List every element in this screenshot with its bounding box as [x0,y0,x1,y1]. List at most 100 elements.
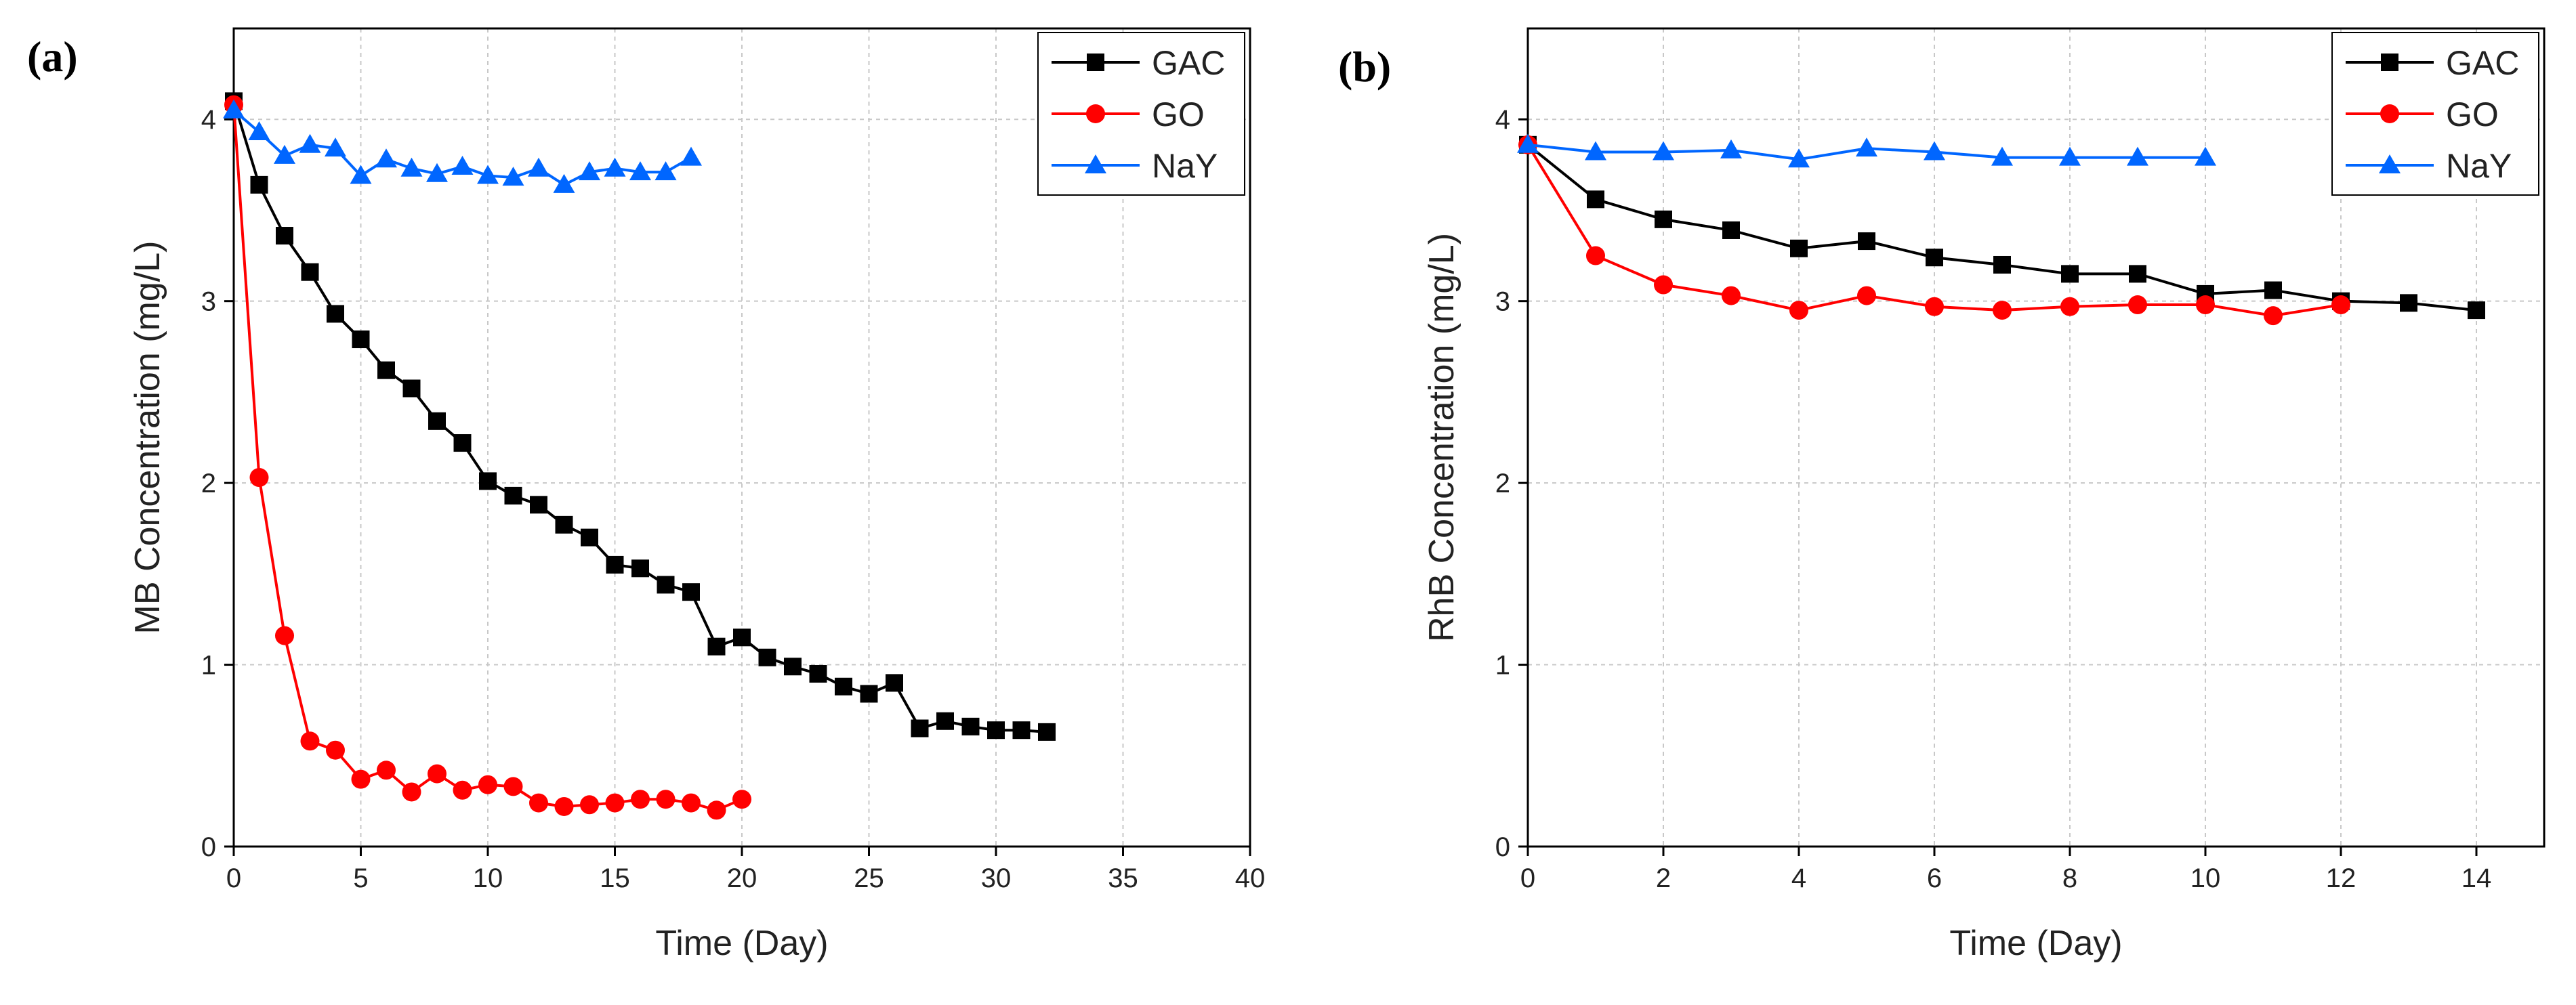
legend-label: GAC [2446,44,2519,82]
x-tick-label: 4 [1791,863,1806,893]
data-point-gac [657,576,675,594]
data-point-gac [936,712,954,730]
data-point-go [605,793,625,813]
x-tick-label: 15 [600,863,630,893]
data-point-gac [733,628,751,647]
data-point-gac [758,648,776,666]
data-point-nay [1788,148,1810,168]
data-point-nay [223,99,245,119]
data-point-go [1789,301,1808,320]
data-point-nay [1720,139,1742,158]
legend-item-gac: GAC [2346,44,2519,82]
data-point-go [453,780,472,800]
data-point-gac [961,717,980,735]
data-point-nay [299,133,321,153]
data-point-go [682,793,701,813]
data-point-gac [784,658,802,676]
data-point-gac [835,677,852,696]
chart-panel-a: 0 5 10 15 20 25 30 35 40 0 1 2 3 4 Time (Day) MB Concen… [27,27,1265,963]
x-tick-label: 12 [2326,863,2356,893]
data-point-gac [1993,255,2011,274]
data-point-go [351,769,371,789]
data-point-go [707,800,726,820]
data-point-gac [2468,301,2485,320]
legend-label: NaY [1152,147,1218,185]
data-point-go [2196,295,2215,315]
data-point-nay [502,167,524,186]
data-point-go [1993,301,2012,320]
data-point-go [1586,246,1605,265]
panel-label: (b) [1338,43,1391,91]
data-point-gac [1858,232,1875,251]
y-tick-label: 3 [1495,287,1510,317]
y-tick-label: 4 [201,105,216,135]
plot-frame [1526,27,2546,848]
x-axis-title: Time (Day) [1949,924,2122,963]
data-point-go [1857,286,1876,305]
data-point-go [2060,297,2079,316]
data-point-go [503,777,523,796]
series-go [1518,135,2350,326]
data-point-gac [809,664,827,683]
data-point-nay [426,163,448,182]
data-point-gac [504,486,522,505]
y-tick-label: 2 [1495,469,1510,498]
data-point-go [1722,286,1741,305]
data-point-gac [2129,265,2146,283]
data-point-gac [530,496,547,514]
data-point-gac [327,305,344,323]
data-point-gac [479,472,497,490]
legend-item-nay: NaY [1052,147,1218,185]
data-point-go [326,740,345,760]
legend-marker [1086,104,1105,123]
x-tick-label: 10 [473,863,503,893]
data-point-nay [528,157,549,177]
data-point-go [1925,297,1944,316]
data-point-nay [1585,141,1606,161]
legend: GAC GO NaY [2331,32,2539,196]
legend-marker [1085,154,1106,173]
data-point-go [2331,295,2350,315]
x-tick-label: 30 [981,863,1012,893]
data-point-nay [375,148,397,168]
data-point-gac [276,227,293,245]
data-point-nay [1991,146,2013,166]
data-point-nay [451,156,474,175]
legend-label: GO [2446,95,2499,133]
x-tick-label: 35 [1108,863,1138,893]
data-point-gac [428,412,446,430]
legend-item-gac: GAC [1052,44,1225,82]
data-point-gac [1038,723,1056,741]
data-point-gac [402,379,421,398]
legend-item-go: GO [1052,95,1205,133]
legend-label: GAC [1152,44,1225,82]
data-point-nay [274,144,295,164]
data-point-nay [2195,146,2216,166]
y-axis-title: RhB Concentration (mg/L) [1422,233,1461,642]
x-tick-label: 14 [2461,863,2492,893]
data-point-nay [629,161,651,181]
data-point-go [656,790,676,809]
data-point-gac [555,515,573,534]
legend-marker [1087,54,1104,71]
x-tick-label: 2 [1656,863,1671,893]
data-point-nay [2059,146,2081,166]
data-point-nay [1517,133,1539,153]
data-point-go [554,796,574,816]
data-point-nay [579,161,600,181]
data-point-gac [886,674,903,692]
data-point-nay [400,157,423,177]
data-point-nay [2127,146,2148,166]
data-point-gac [250,175,268,194]
data-point-go [1654,275,1673,295]
data-point-go [275,626,294,645]
y-tick-label: 1 [1495,651,1510,681]
y-tick-label: 4 [1495,105,1510,135]
data-point-gac [911,719,929,737]
data-point-nay [350,165,372,184]
data-point-gac [1655,210,1672,228]
series-line-gac [232,100,1047,733]
legend-marker [2381,54,2398,71]
data-point-go [300,731,320,751]
y-tick-label: 0 [1495,832,1510,862]
